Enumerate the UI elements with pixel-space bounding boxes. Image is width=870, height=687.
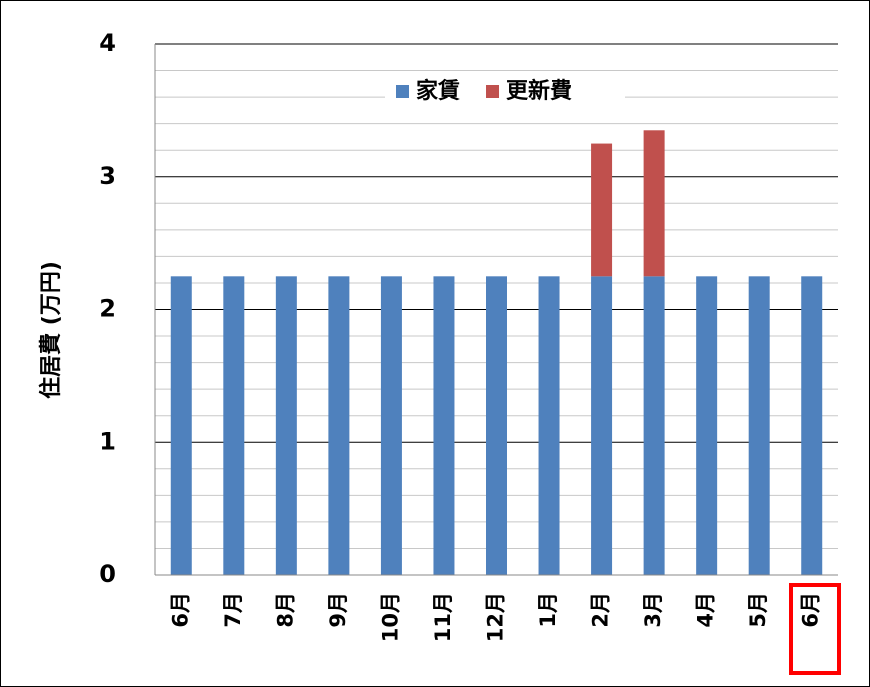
y-tick-label: 3 [99,162,116,190]
bar [591,276,613,575]
legend-label: 更新費 [506,78,572,104]
x-tick-label: 3月 [641,592,665,628]
y-tick-label: 4 [99,29,116,57]
x-tick-label: 10月 [378,592,402,642]
bar [643,130,665,277]
x-tick-label: 11月 [431,592,455,642]
y-tick-label: 2 [99,295,116,323]
legend-label: 家賃 [416,78,460,104]
x-tick-label: 12月 [484,592,508,642]
highlight-box [789,583,841,675]
y-tick-label: 0 [99,560,116,588]
bar [223,276,245,575]
x-tick-label: 6月 [168,592,192,628]
x-tick-label: 8月 [273,592,297,628]
bar [696,276,718,575]
y-axis-label: 住居費 (万円) [38,261,64,399]
bar [275,276,297,575]
legend-box [385,72,625,112]
x-tick-label: 4月 [694,592,718,628]
bar [801,276,823,575]
y-tick-label: 1 [99,427,116,455]
bar [486,276,507,575]
legend-swatch [486,85,500,98]
bar [380,276,402,575]
bar [433,276,455,575]
x-tick-label: 1月 [536,592,560,628]
bar [643,276,665,575]
bar [538,276,560,575]
bar [748,276,770,575]
x-tick-label: 5月 [746,592,770,628]
bar [591,143,613,277]
x-tick-label: 2月 [589,592,613,628]
legend-swatch [396,85,409,98]
bars [170,130,823,575]
bar [170,276,192,575]
bar [328,276,350,575]
x-tick-label: 9月 [326,592,350,628]
x-tick-label: 6月 [799,592,823,628]
x-tick-label: 7月 [221,592,245,628]
